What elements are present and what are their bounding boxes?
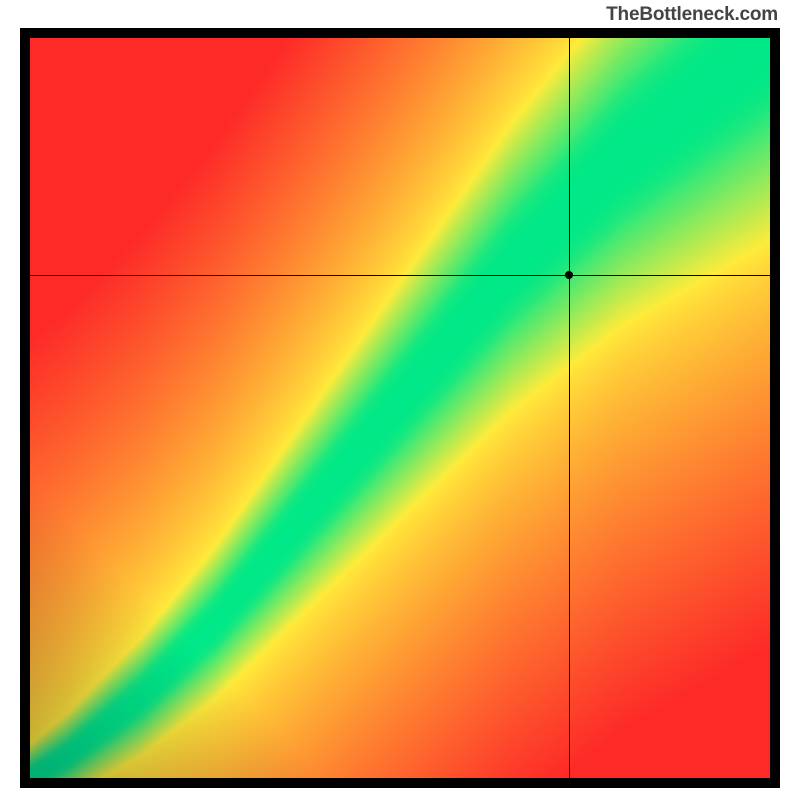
- chart-frame: [20, 28, 780, 788]
- heatmap-canvas: [30, 38, 770, 778]
- crosshair-horizontal: [20, 275, 780, 276]
- watermark-text: TheBottleneck.com: [606, 4, 778, 26]
- crosshair-vertical: [569, 28, 570, 788]
- crosshair-point: [565, 271, 573, 279]
